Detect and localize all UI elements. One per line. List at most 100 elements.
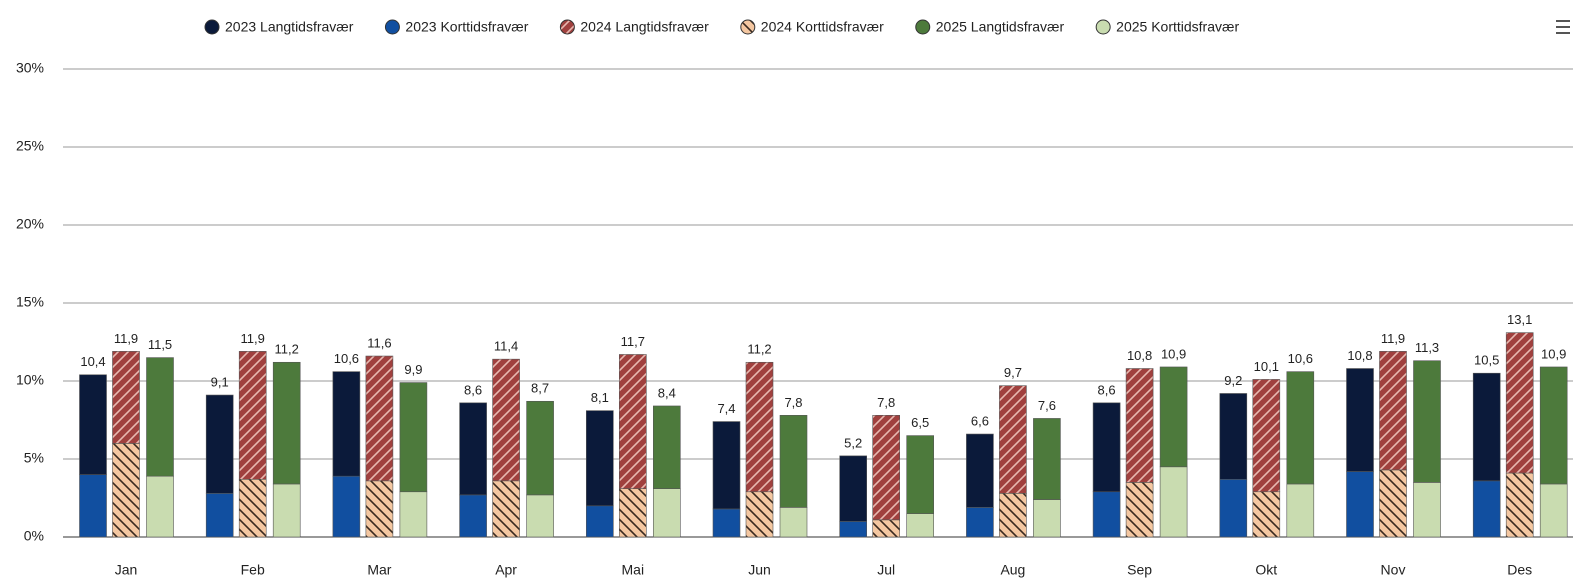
bar-segment	[1033, 418, 1061, 500]
bar-segment	[238, 351, 267, 480]
total-label: 10,5	[1474, 353, 1499, 368]
bar-segment	[146, 357, 174, 477]
total-label: 10,4	[80, 354, 105, 369]
bar-segment	[1219, 393, 1248, 480]
total-label: 10,1	[1254, 359, 1279, 374]
bar-segment	[332, 371, 361, 477]
legend-item[interactable]: 2024 Korttidsfravær	[740, 19, 884, 35]
x-tick-label: Aug	[1000, 562, 1025, 578]
total-label: 9,9	[404, 362, 422, 377]
bar-segment	[652, 405, 681, 489]
legend-item[interactable]: 2025 Langtidsfravær	[915, 19, 1065, 35]
legend-marker	[559, 19, 575, 35]
y-tick-label: 0%	[24, 528, 44, 544]
bar-segment	[1125, 482, 1154, 538]
total-label: 11,5	[148, 337, 172, 352]
total-label: 7,8	[877, 395, 895, 410]
total-label: 11,2	[747, 342, 771, 357]
x-tick-label: Okt	[1255, 562, 1277, 578]
bar-segment	[1286, 483, 1315, 538]
legend-label: 2023 Korttidsfravær	[405, 19, 528, 35]
total-label: 8,6	[1098, 382, 1116, 397]
menu-line	[1556, 32, 1570, 34]
bar-segment	[112, 351, 140, 444]
bar-segment	[1219, 478, 1248, 538]
bar-segment	[459, 494, 487, 538]
y-tick-label: 10%	[16, 372, 44, 388]
total-label: 8,6	[464, 382, 482, 397]
bar-segment	[365, 480, 394, 538]
x-tick-label: Jul	[877, 562, 895, 578]
bar-segment	[492, 358, 520, 482]
x-tick-label: Apr	[495, 562, 517, 578]
bar-segment	[205, 493, 234, 538]
menu-line	[1556, 26, 1570, 28]
bar-segment	[1125, 368, 1154, 483]
legend-marker	[915, 19, 931, 35]
y-tick-label: 5%	[24, 450, 44, 466]
legend-marker	[1095, 19, 1111, 35]
bar-segment	[779, 415, 808, 508]
bar-segment	[272, 361, 301, 485]
x-tick-label: Jan	[115, 562, 138, 578]
total-label: 6,6	[971, 413, 989, 428]
total-label: 10,8	[1127, 348, 1152, 363]
total-label: 10,8	[1347, 348, 1372, 363]
bar-segment	[1092, 491, 1121, 538]
bar-segment	[652, 488, 681, 538]
bar-segment	[1346, 471, 1374, 538]
legend-item[interactable]: 2023 Langtidsfravær	[204, 19, 354, 35]
bar-segment	[839, 521, 868, 538]
bar-segment	[1286, 371, 1315, 485]
legend-label: 2024 Langtidsfravær	[580, 19, 709, 35]
bar-segment	[872, 415, 901, 521]
total-label: 11,4	[494, 339, 518, 354]
bar-segment	[112, 443, 140, 538]
legend-marker	[204, 19, 220, 35]
x-tick-label: Jun	[748, 562, 771, 578]
bar-segment	[1413, 360, 1441, 483]
bar-segment	[712, 508, 741, 538]
bar-segment	[1159, 366, 1188, 468]
total-label: 8,4	[658, 385, 676, 400]
bar-segment	[1379, 351, 1407, 471]
x-tick-label: Sep	[1127, 562, 1152, 578]
legend-marker	[384, 19, 400, 35]
total-label: 11,7	[621, 334, 645, 349]
bar-segment	[1472, 372, 1501, 482]
bar-segment	[712, 421, 741, 510]
bar-segment	[1346, 368, 1374, 472]
x-tick-label: Feb	[241, 562, 265, 578]
legend-label: 2024 Korttidsfravær	[761, 19, 884, 35]
total-label: 11,3	[1415, 340, 1439, 355]
bar-segment	[1092, 402, 1121, 493]
menu-icon[interactable]	[1556, 20, 1570, 34]
legend-item[interactable]: 2025 Korttidsfravær	[1095, 19, 1239, 35]
bar-segment	[492, 480, 520, 538]
bar-segment	[238, 478, 267, 538]
total-label: 7,6	[1038, 398, 1056, 413]
bar-segment	[618, 488, 647, 538]
legend-label: 2025 Korttidsfravær	[1116, 19, 1239, 35]
bar-segment	[79, 474, 107, 538]
total-label: 7,4	[717, 401, 735, 416]
bar-segment	[1539, 366, 1568, 485]
bar-segment	[332, 475, 361, 538]
bar-segment	[205, 394, 234, 494]
legend-item[interactable]: 2023 Korttidsfravær	[384, 19, 529, 35]
bar-segment	[745, 491, 774, 538]
bar-segment	[966, 433, 994, 508]
bar-segment	[872, 519, 901, 538]
bar-segment	[618, 354, 647, 489]
x-tick-label: Nov	[1381, 562, 1406, 578]
bar-segment	[999, 385, 1027, 494]
total-label: 11,9	[241, 331, 265, 346]
bar-segment	[399, 382, 428, 493]
total-label: 10,9	[1541, 346, 1566, 361]
bar-segment	[459, 402, 487, 496]
x-tick-label: Des	[1507, 562, 1532, 578]
legend-item[interactable]: 2024 Langtidsfravær	[559, 19, 709, 35]
bar-segment	[1379, 469, 1407, 538]
total-label: 10,9	[1161, 346, 1186, 361]
total-label: 6,5	[911, 415, 929, 430]
